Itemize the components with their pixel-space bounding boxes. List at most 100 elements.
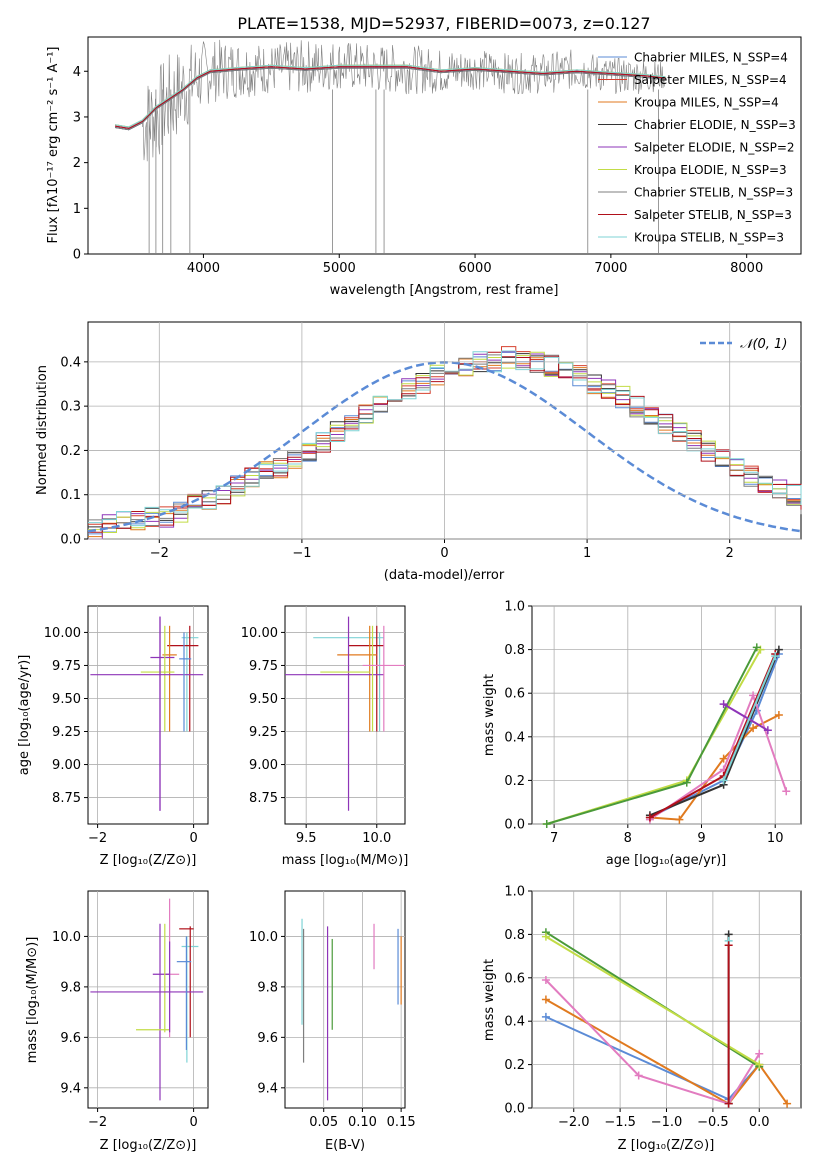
weight-marker (541, 975, 550, 984)
x-tick-label: 0 (440, 546, 448, 561)
y-tick-label: 3 (73, 110, 81, 125)
weight-marker (675, 815, 684, 824)
model-spectrum-line (115, 66, 666, 129)
weight-line (722, 655, 777, 781)
spectrum-legend: Chabrier MILES, N_SSP=4 Salpeter MILES, N… (598, 51, 796, 245)
residuals-legend: 𝒩(0, 1) (700, 337, 787, 352)
observed-spectrum-line (142, 39, 665, 162)
spectrum-panel: 4000 5000 6000 7000 8000 0 1 2 3 4 Chabrier MILES… (46, 36, 802, 298)
y-tick-label: 9.50 (52, 692, 81, 707)
x-tick-label: 7 (550, 831, 558, 846)
y-tick-label: 0.0 (60, 533, 81, 548)
y-tick-label: 9.6 (60, 1031, 81, 1046)
y-tick-label: 10.0 (52, 930, 81, 945)
weight-line (545, 935, 760, 1066)
x-tick-label: −1.0 (651, 1115, 683, 1130)
mass-vs-ebv-xlabel: E(B-V) (325, 1138, 365, 1153)
y-tick-label: 9.75 (52, 659, 81, 674)
y-tick-label: 9.75 (249, 659, 278, 674)
legend-label: Salpeter MILES, N_SSP=4 (634, 73, 787, 87)
weight-vs-Z-ylabel: mass weight (482, 959, 497, 1041)
weight-vs-Z-panel: −2.0 −1.5 −1.0 −0.5 0.0 0.0 0.2 0.4 0.6 0.8 1.0 Z … (482, 885, 802, 1153)
y-tick-label: 0.3 (60, 400, 81, 415)
weight-vs-age-panel: 7 8 9 10 0.0 0.2 0.4 0.6 0.8 1.0 age [log₁₀(age/y… (482, 600, 802, 868)
age-vs-mass-xlabel: mass [log₁₀(M/M⊙)] (282, 853, 409, 868)
y-tick-label: 0.2 (504, 1058, 525, 1073)
x-tick-label: 8 (624, 831, 632, 846)
y-tick-label: 4 (73, 65, 81, 80)
y-tick-label: 1.0 (504, 600, 525, 615)
weight-marker (752, 643, 761, 652)
legend-label: Chabrier MILES, N_SSP=4 (634, 51, 788, 65)
spectrum-ylabel: Flux [fλ10⁻¹⁷ erg cm⁻² s⁻¹ A⁻¹] (46, 47, 61, 244)
y-tick-label: 9.00 (52, 758, 81, 773)
weight-vs-Z-xlabel: Z [log₁₀(Z/Z⊙)] (618, 1138, 715, 1153)
y-tick-label: 0.1 (60, 488, 81, 503)
x-tick-label: 10.0 (362, 831, 391, 846)
weight-marker (749, 691, 758, 700)
x-tick-label: −1 (292, 546, 311, 561)
x-tick-label: 8000 (730, 261, 763, 276)
spectrum-series-group (115, 39, 666, 254)
weight-line (545, 998, 788, 1105)
x-tick-label: 2 (726, 546, 734, 561)
weight-marker (755, 1060, 764, 1069)
figure-title: PLATE=1538, MJD=52937, FIBERID=0073, z=0… (237, 14, 650, 33)
x-tick-label: 5000 (323, 261, 356, 276)
weight-marker (541, 995, 550, 1004)
y-tick-label: 0.4 (504, 1015, 525, 1030)
weight-marker (541, 932, 550, 941)
weight-marker (783, 1099, 792, 1108)
x-tick-label: 1 (583, 546, 591, 561)
weight-marker (782, 787, 791, 796)
y-tick-label: 0.0 (504, 1102, 525, 1117)
weight-vs-age-ylabel: mass weight (482, 674, 497, 756)
legend-label: Kroupa ELODIE, N_SSP=3 (634, 163, 787, 177)
x-tick-label: 0.0 (749, 1115, 770, 1130)
weight-marker (724, 941, 733, 950)
model-spectrum-line (115, 67, 666, 131)
y-tick-label: 10.00 (44, 626, 81, 641)
y-tick-label: 9.6 (257, 1031, 278, 1046)
x-tick-label: −2 (88, 831, 107, 846)
x-tick-label: −2 (88, 1115, 107, 1130)
weight-marker (774, 645, 783, 654)
x-tick-label: 4000 (187, 261, 220, 276)
residuals-ylabel: Normed distribution (35, 365, 50, 495)
weight-marker (719, 700, 728, 709)
mass-vs-Z-plot-area (87, 890, 209, 1109)
legend-label: Chabrier STELIB, N_SSP=3 (634, 186, 793, 200)
legend-label: Kroupa MILES, N_SSP=4 (634, 96, 779, 110)
x-tick-label: 10 (767, 831, 784, 846)
normal-curve-legend-label: 𝒩(0, 1) (740, 337, 787, 352)
y-tick-label: 8.75 (52, 791, 81, 806)
mass-vs-Z-ylabel: mass [log₁₀(M/M⊙)] (25, 937, 40, 1064)
x-tick-label: 0.10 (348, 1115, 377, 1130)
y-tick-label: 10.00 (241, 626, 278, 641)
age-vs-Z-ylabel: age [log₁₀(age/yr)] (17, 655, 32, 776)
weight-marker (682, 778, 691, 787)
x-tick-label: 9 (697, 831, 705, 846)
weight-marker (542, 820, 551, 828)
residuals-xlabel: (data-model)/error (384, 568, 505, 583)
x-tick-label: −0.5 (697, 1115, 729, 1130)
age-vs-mass-plot-area (284, 605, 406, 825)
weight-marker (719, 754, 728, 763)
legend-label: Kroupa STELIB, N_SSP=3 (634, 231, 784, 245)
weight-marker (724, 1099, 733, 1108)
weight-marker (774, 711, 783, 719)
weight-marker (763, 726, 772, 735)
legend-label: Salpeter STELIB, N_SSP=3 (634, 208, 792, 222)
mass-vs-Z-panel: −2 0 9.4 9.6 9.8 10.0 Z [log₁₀(Z/Z⊙)] mass [l… (25, 890, 209, 1153)
y-tick-label: 9.00 (249, 758, 278, 773)
weight-marker (719, 776, 728, 785)
y-tick-label: 0 (73, 248, 81, 263)
age-vs-Z-plot-area (87, 605, 209, 825)
weight-marker (645, 813, 654, 822)
y-tick-label: 0.0 (504, 818, 525, 833)
spectrum-xlabel: wavelength [Angstrom, rest frame] (330, 283, 559, 298)
y-tick-label: 0.6 (504, 971, 525, 986)
weight-marker (634, 1071, 643, 1080)
legend-label: Salpeter ELODIE, N_SSP=2 (634, 141, 795, 155)
